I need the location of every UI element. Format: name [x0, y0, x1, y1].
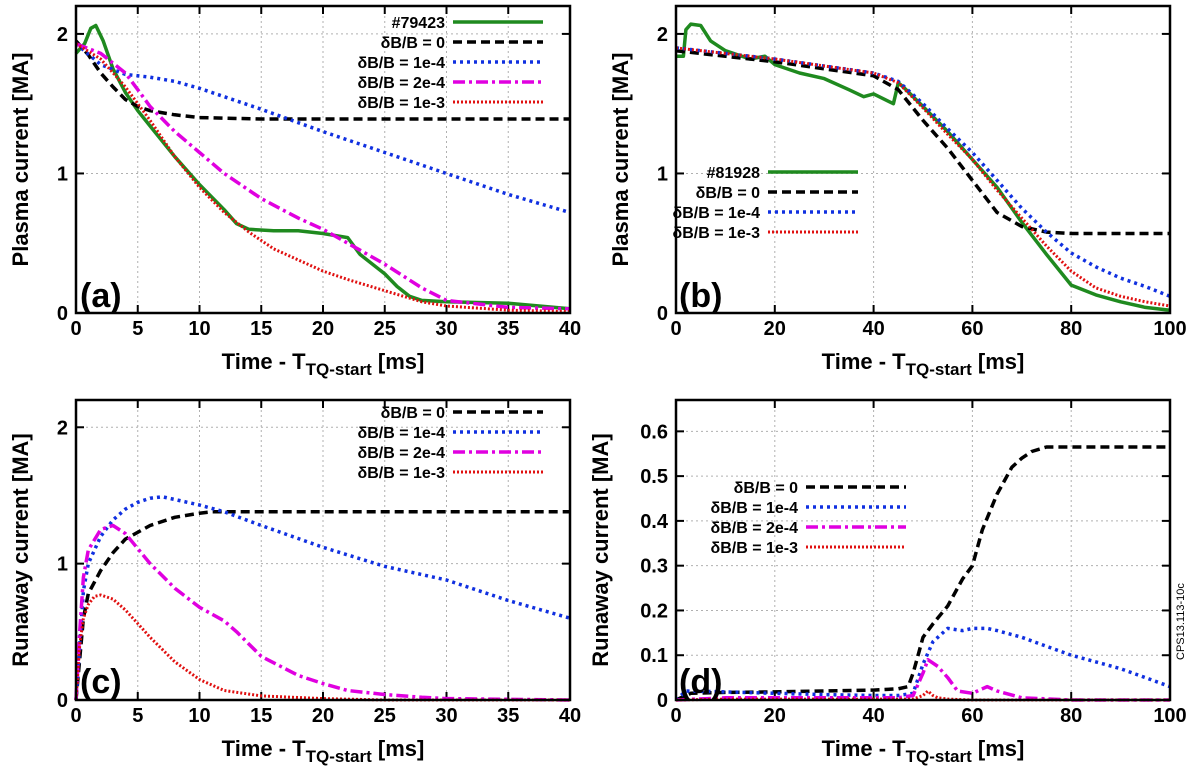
x-tick-label: 20	[312, 318, 334, 340]
panel-0: 0 5 10 15 20 25 30 35 40 0 1 2 #79423 δB/B = 0 δB/B = …	[8, 4, 581, 379]
x-axis-label: Time - TTQ-start [ms]	[222, 736, 425, 766]
x-tick-label: 40	[559, 318, 581, 340]
x-tick-label: 60	[961, 705, 983, 727]
x-tick-label: 20	[764, 705, 786, 727]
x-tick-label: 25	[374, 705, 396, 727]
panel-2: 0 5 10 15 20 25 30 35 40 0 1 2 δB/B = 0 δB/B = 1e-4 δB…	[8, 398, 581, 766]
x-tick-label: 30	[435, 318, 457, 340]
series-line-db1e4	[74, 495, 571, 701]
x-tick-label: 15	[250, 705, 272, 727]
y-tick-label: 2	[657, 24, 668, 46]
series-line-db2e4	[75, 42, 571, 311]
legend-label: δB/B = 0	[381, 405, 445, 422]
series-line-db1e3	[75, 42, 571, 314]
x-tick-label: 30	[435, 705, 457, 727]
series-line-db0	[675, 48, 1170, 236]
x-tick-label: 10	[188, 705, 210, 727]
x-tick-label: 5	[132, 705, 143, 727]
x-tick-label: 20	[312, 705, 334, 727]
x-axis-label: Time - TTQ-start [ms]	[822, 736, 1025, 766]
series-line-db0	[74, 39, 570, 121]
panel-label: (c)	[80, 663, 122, 701]
legend-label: δB/B = 2e-4	[357, 75, 445, 92]
x-tick-label: 35	[497, 705, 519, 727]
series-line-db1e4	[74, 42, 571, 215]
legend-label: δB/B = 1e-3	[357, 95, 445, 112]
y-tick-label: 0.2	[640, 600, 668, 622]
y-tick-label: 0.3	[640, 556, 668, 578]
x-tick-label: 15	[250, 318, 272, 340]
legend-label: δB/B = 0	[381, 35, 445, 52]
x-tick-label: 10	[188, 318, 210, 340]
plot-frame	[74, 398, 572, 702]
x-tick-label: 0	[670, 705, 681, 727]
plot-frame	[674, 398, 1172, 702]
legend-label: δB/B = 1e-4	[710, 500, 798, 517]
legend-label: δB/B = 1e-4	[357, 55, 445, 72]
x-tick-label: 80	[1060, 318, 1082, 340]
x-tick-label: 100	[1153, 318, 1186, 340]
panel-label: (b)	[679, 277, 722, 315]
x-tick-label: 40	[559, 705, 581, 727]
x-tick-label: 100	[1153, 705, 1186, 727]
x-tick-label: 60	[961, 318, 983, 340]
x-axis-label: Time - TTQ-start [ms]	[222, 349, 425, 379]
x-tick-label: 0	[670, 318, 681, 340]
y-tick-label: 1	[57, 163, 68, 185]
y-tick-label: 2	[57, 417, 68, 439]
x-tick-label: 20	[764, 318, 786, 340]
y-tick-label: 0	[657, 303, 668, 325]
series-line-db1e4	[675, 46, 1171, 298]
legend-label: δB/B = 1e-3	[710, 540, 798, 557]
legend-label: δB/B = 0	[734, 480, 798, 497]
series-line-experiment	[676, 22, 1171, 312]
legend-label: δB/B = 1e-4	[672, 205, 760, 222]
series-line-db0	[74, 510, 570, 701]
y-axis-label: Plasma current [MA]	[8, 53, 33, 267]
series-line-db1e4	[674, 626, 1171, 702]
y-tick-label: 1	[657, 163, 668, 185]
legend-label: δB/B = 2e-4	[357, 445, 445, 462]
x-tick-label: 5	[132, 318, 143, 340]
y-tick-label: 2	[57, 24, 68, 46]
panel-1: 0 20 40 60 80 100 0 1 2 #81928 δB/B = 0 δB/B = 1e-4…	[608, 4, 1187, 379]
y-tick-label: 0	[57, 690, 68, 712]
x-tick-label: 25	[374, 318, 396, 340]
y-tick-label: 0.4	[640, 511, 669, 533]
legend-label: #79423	[392, 15, 445, 32]
panel-3: 0 20 40 60 80 100 0 0.1 0.2 0.3 0.4 0.5 0.6 δB/B = 0 δ…	[588, 398, 1187, 766]
legend-label: δB/B = 1e-4	[357, 425, 445, 442]
x-tick-label: 35	[497, 318, 519, 340]
x-tick-label: 40	[862, 705, 884, 727]
legend-label: δB/B = 1e-3	[357, 465, 445, 482]
x-tick-label: 0	[70, 705, 81, 727]
y-tick-label: 0	[57, 303, 68, 325]
legend-label: δB/B = 0	[696, 185, 760, 202]
series-line-db0	[675, 445, 1170, 702]
panel-label: (d)	[679, 663, 722, 701]
panel-label: (a)	[80, 277, 122, 315]
y-tick-label: 0.5	[640, 466, 668, 488]
y-tick-label: 0.1	[640, 645, 668, 667]
y-axis-label: Plasma current [MA]	[608, 53, 633, 267]
x-tick-label: 0	[70, 318, 81, 340]
legend-label: δB/B = 1e-3	[672, 225, 760, 242]
y-tick-label: 0.6	[640, 421, 668, 443]
y-tick-label: 0	[657, 690, 668, 712]
side-note: CPS13.113-10c	[1175, 583, 1187, 660]
plot-frame	[674, 4, 1172, 315]
x-tick-label: 80	[1060, 705, 1082, 727]
y-tick-label: 1	[57, 554, 68, 576]
y-axis-label: Runaway current [MA]	[8, 433, 33, 666]
series-line-db1e3	[675, 46, 1171, 308]
legend-label: #81928	[707, 165, 760, 182]
x-axis-label: Time - TTQ-start [ms]	[822, 349, 1025, 379]
plot-frame	[74, 4, 572, 315]
x-tick-label: 40	[862, 318, 884, 340]
y-axis-label: Runaway current [MA]	[588, 433, 613, 666]
legend-label: δB/B = 2e-4	[710, 520, 798, 537]
